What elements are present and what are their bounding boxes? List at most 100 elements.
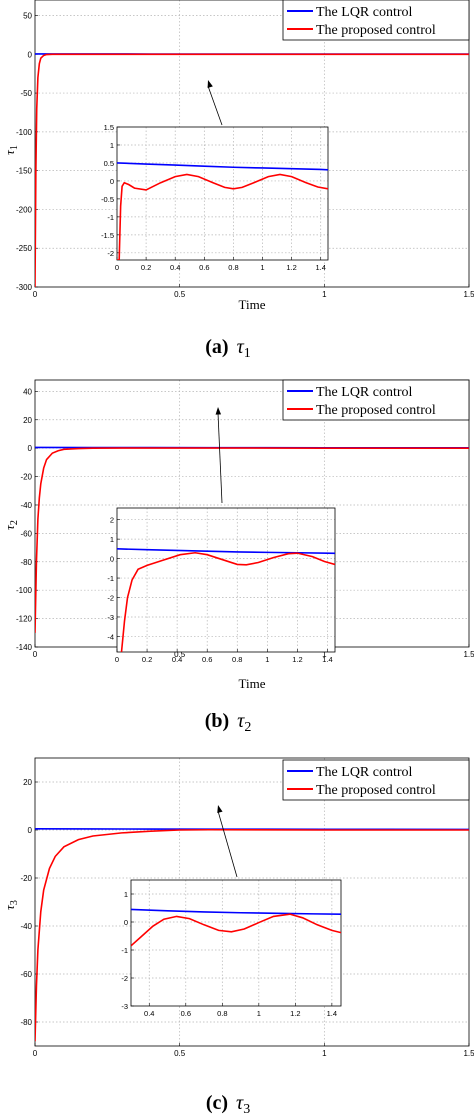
panel-b-inset-ytick-label: -4 (107, 632, 114, 641)
panel-c-inset-frame (130, 879, 342, 1007)
panel-b-caption: (b) τ2 (205, 710, 252, 735)
panel-c-main-ytick-label: -40 (20, 922, 32, 931)
panel-c-main-ytick-label: -60 (20, 970, 32, 979)
panel-b-inset-ytick-label: -2 (107, 594, 114, 603)
panel-a-xlabel: Time (239, 297, 266, 312)
panel-a-inset-ytick-label: -2 (107, 249, 114, 258)
panel-b-inset-ytick-label: -3 (107, 613, 114, 622)
panel-a-legend-box (282, 0, 470, 41)
panel-b-inset-ytick-label: 1 (110, 535, 114, 544)
panel-b-main-ytick-label: -100 (16, 586, 33, 595)
panel-a-inset-xtick-label: 0.4 (170, 263, 180, 272)
panel-a-inset-series-proposed-line (117, 173, 328, 260)
panel-b-inset-series-proposed-line (120, 551, 335, 652)
panel-a-zoom-arrow-head (207, 80, 213, 88)
panel-c-main-ytick-label: 0 (28, 826, 33, 835)
panel-b-inset-xtick-label: 1.4 (322, 655, 332, 664)
panel-a-main-ytick-label: -300 (16, 283, 33, 292)
panel-a-legend-label: The proposed control (316, 23, 436, 38)
panel-a-inset-ytick-label: 1.5 (104, 123, 114, 132)
panel-b-ylabel: τ2 (2, 520, 20, 530)
panel-b-main-ytick-label: -120 (16, 615, 33, 624)
panel-c-inset-series-proposed-line (131, 913, 341, 947)
panel-a-main-ytick-label: 50 (23, 12, 32, 21)
panel-c-ylabel: τ3 (2, 900, 20, 910)
panel-a-main-xtick-label: 0.5 (174, 290, 186, 299)
panel-b-main-xtick-label: 0.5 (174, 650, 186, 659)
panel-c-inset-ytick-label: -1 (121, 946, 128, 955)
panel-c-main-xtick-label: 1.5 (463, 1049, 474, 1058)
panel-b-inset-frame (116, 507, 336, 653)
panel-b-main-ytick-label: 0 (28, 444, 33, 453)
panel-a-main-series-proposed-line (35, 53, 469, 287)
panel-a-inset-series-lqr-line (117, 162, 328, 171)
panel-a-inset-xtick-label: 0 (115, 263, 119, 272)
panel-a-inset-frame (116, 126, 329, 261)
panel-a-main-xtick-label: 1 (322, 290, 327, 299)
panel-b-main-xtick-label: 0 (33, 650, 38, 659)
panel-a-inset-xtick-label: 0.8 (228, 263, 238, 272)
panel-a-main-ytick-label: -100 (16, 128, 33, 137)
panel-c-main-ytick-label: 20 (23, 778, 32, 787)
panel-b-main-ytick-label: -20 (20, 473, 32, 482)
panel-b-inset-xtick-label: 1 (265, 655, 269, 664)
panel-b-inset-xtick-label: 0.8 (232, 655, 242, 664)
panel-a-main-xtick-label: 0 (33, 290, 38, 299)
panel-b-zoom-arrow (217, 412, 223, 504)
panel-c-main-xtick-label: 0 (33, 1049, 38, 1058)
panel-c-zoom-arrow (217, 810, 238, 878)
panel-b-main-xtick-label: 1.5 (463, 650, 474, 659)
panel-b-main-xtick-label: 1 (322, 650, 327, 659)
panel-b-inset-ytick-label: 2 (110, 516, 114, 525)
panel-a-main-ytick-label: 0 (28, 50, 33, 59)
panel-b-main-ytick-label: -80 (20, 558, 32, 567)
panel-c-legend-box (282, 759, 470, 801)
panel-b-legend-box (282, 379, 470, 421)
panel-c-inset-ytick-label: 0 (124, 918, 128, 927)
panel-c-main-ytick-label: -80 (20, 1018, 32, 1027)
panel-c-inset-ytick-label: -3 (121, 1002, 128, 1011)
panel-c-inset-xtick-label: 1 (257, 1009, 261, 1018)
panel-a-inset-xtick-label: 1 (260, 263, 264, 272)
panel-a-inset-xtick-label: 0.2 (141, 263, 151, 272)
panel-a-caption: (a) τ1 (205, 336, 251, 361)
panel-a-main-frame (34, 0, 470, 288)
panel-a-inset-xtick-label: 1.4 (316, 263, 326, 272)
panel-a-inset-xtick-label: 1.2 (286, 263, 296, 272)
panel-a-main-xtick-label: 1.5 (463, 290, 474, 299)
panel-b-inset-xtick-label: 0.6 (202, 655, 212, 664)
panel-a-inset-ytick-label: 0 (110, 177, 114, 186)
panel-a-main-ytick-label: -50 (20, 89, 32, 98)
panel-b-inset-series-lqr-line (117, 548, 335, 555)
panel-b-inset-xtick-label: 0 (115, 655, 119, 664)
panel-c-legend-label: The proposed control (316, 783, 436, 798)
panel-b-xlabel: Time (239, 676, 266, 691)
panel-a-inset-ytick-label: -1 (107, 213, 114, 222)
panel-c-inset-ytick-label: -2 (121, 974, 128, 983)
panel-c-caption: (c) τ3 (206, 1092, 250, 1117)
panel-c-inset-series-lqr-line (131, 908, 341, 915)
panel-c-main-xtick-label: 0.5 (174, 1049, 186, 1058)
panel-c-inset-xtick-label: 1.2 (290, 1009, 300, 1018)
panel-a-legend-label: The LQR control (316, 5, 413, 20)
panel-c-zoom-arrow-head (217, 805, 223, 813)
panel-b-inset-xtick-label: 0.2 (142, 655, 152, 664)
panel-a-inset-ytick-label: -0.5 (101, 195, 114, 204)
panel-c-main-ytick-label: -20 (20, 874, 32, 883)
panel-a-inset-xtick-label: 0.6 (199, 263, 209, 272)
panel-c-inset-bg (131, 880, 341, 1006)
panel-a-main-ytick-label: -150 (16, 167, 33, 176)
panel-a-ylabel: τ1 (2, 145, 20, 155)
panel-a-inset-ytick-label: -1.5 (101, 231, 114, 240)
panel-b-main-ytick-label: -40 (20, 501, 32, 510)
panel-b-main-series-proposed-line (35, 447, 469, 633)
panel-b-main-ytick-label: -140 (16, 643, 33, 652)
panel-b-main-ytick-label: 20 (23, 416, 32, 425)
panel-b-inset-bg (117, 508, 335, 652)
panel-c-inset-xtick-label: 0.6 (181, 1009, 191, 1018)
panel-a-main-ytick-label: -250 (16, 244, 33, 253)
panel-a-main-ytick-label: -200 (16, 205, 33, 214)
panel-b-main-ytick-label: 40 (23, 387, 32, 396)
